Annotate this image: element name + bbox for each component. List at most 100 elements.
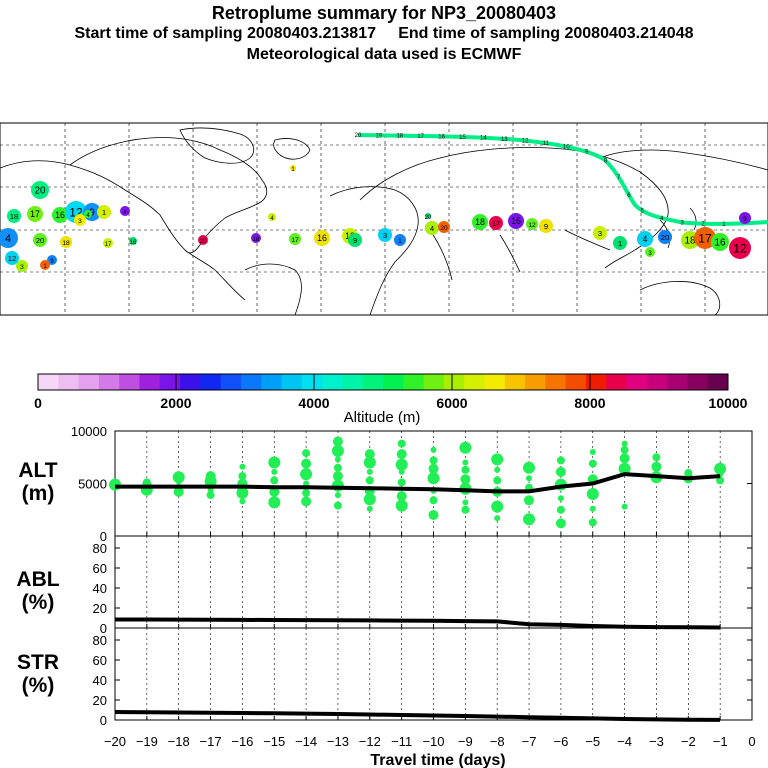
trajectory-day-labels: 20 19 18 17 16 15 14 13 12 11 10 9 8 7 6 5 4 3 2 1 — [355, 133, 727, 228]
alt-panel: ALT (m) 10000 5000 0 — [18, 424, 753, 544]
trajectory-day-label: 6 — [627, 193, 631, 199]
plume-cluster-label: 16 — [511, 216, 521, 226]
trajectory-path — [357, 133, 768, 226]
x-tick-label: −12 — [359, 734, 381, 749]
plume-cluster — [314, 230, 330, 246]
alt-cluster-point — [494, 466, 501, 473]
alt-cluster-point — [365, 476, 374, 485]
alt-cluster-point — [172, 471, 185, 484]
colorbar-swatch — [687, 374, 709, 390]
plume-cluster-label: 3 — [598, 229, 602, 238]
plume-cluster — [268, 213, 276, 221]
colorbar-tick-label: 4000 — [298, 395, 329, 411]
colorbar-tick-label: 6000 — [436, 395, 467, 411]
trajectory-day-label: 20 — [355, 133, 362, 139]
plume-cluster-label: 20 — [425, 215, 432, 221]
plume-cluster-label: 18 — [685, 236, 696, 247]
plume-cluster — [613, 236, 627, 250]
str-panel-label: STR — [17, 651, 59, 674]
coastlines — [0, 127, 768, 316]
sampling-times: Start time of sampling 20080403.213817 E… — [0, 25, 768, 43]
alt-cluster-point — [556, 456, 565, 465]
y-tick-label: 60 — [93, 561, 107, 576]
plume-cluster — [52, 207, 68, 223]
x-tick-label: −3 — [649, 734, 664, 749]
alt-cluster-point — [268, 456, 281, 469]
alt-cluster-point — [332, 471, 343, 482]
alt-cluster-point — [557, 495, 564, 502]
alt-cluster-point — [332, 436, 343, 447]
colorbar-swatch — [200, 374, 222, 390]
plume-cluster-label: 20 — [661, 233, 670, 242]
colorbar-swatch — [443, 374, 465, 390]
y-tick-label: 20 — [93, 601, 107, 616]
alt-cluster-point — [363, 456, 376, 469]
y-tick-label: 60 — [93, 653, 107, 668]
colorbar-swatch — [484, 374, 506, 390]
alt-cluster-point — [396, 491, 407, 502]
alt-cluster-point — [651, 461, 662, 472]
x-tick-label: −1 — [713, 734, 728, 749]
abl-panel-label: ABL — [16, 568, 59, 591]
chart-title: Retroplume summary for NP3_20080403 — [211, 3, 557, 23]
alt-cluster-point — [269, 486, 280, 497]
plume-clusters: 4201817161293142018171612931420181716129… — [0, 165, 751, 272]
x-tick-label: −20 — [104, 734, 126, 749]
x-tick-label: −14 — [295, 734, 317, 749]
trajectory-day-label: 5 — [641, 209, 645, 215]
abl-panel-unit: (%) — [22, 591, 55, 614]
plume-cluster — [472, 214, 488, 230]
alt-cluster-point — [491, 500, 504, 513]
plume-cluster-label: 20 — [200, 239, 207, 245]
alt-cluster-point — [366, 505, 373, 512]
end-time-label: End time of sampling 20080403.214048 — [398, 25, 694, 42]
alt-cluster-point — [460, 474, 471, 485]
trajectory-day-label: 19 — [376, 133, 383, 139]
trajectory-day-label: 18 — [396, 134, 403, 140]
plume-cluster-label: 4 — [270, 216, 274, 222]
alt-cluster-point — [619, 453, 630, 464]
colorbar-label: Altitude (m) — [344, 409, 421, 426]
alt-cluster-point — [395, 458, 408, 471]
colorbar-swatch — [220, 374, 242, 390]
plume-cluster — [539, 219, 553, 233]
colorbar-swatches — [38, 374, 729, 390]
plume-cluster-label: 1 — [398, 238, 402, 245]
alt-cluster-point — [271, 468, 278, 475]
plume-cluster-label: 20 — [440, 225, 448, 232]
alt-cluster-point — [555, 518, 566, 529]
plume-cluster — [84, 210, 92, 218]
alt-cluster-point — [268, 496, 281, 509]
alt-mean-line — [115, 472, 721, 494]
alt-cluster-point — [395, 499, 408, 512]
x-tick-label: −15 — [263, 734, 285, 749]
colorbar-swatch — [464, 374, 485, 390]
plume-cluster-label: 1 — [102, 208, 106, 217]
alt-cluster-point — [334, 492, 341, 499]
alt-cluster-point — [461, 465, 470, 474]
trajectory-day-label: 7 — [617, 175, 621, 181]
x-tick-labels: −20 −19 −18 −17 −16 −15 −14 −13 −12 −11 −10 −9 −8 −7−… — [104, 734, 756, 749]
alt-cluster-point — [714, 462, 727, 475]
trajectory-day-label: 16 — [438, 134, 445, 140]
plume-cluster-label: 4 — [643, 234, 648, 244]
plume-cluster — [47, 255, 57, 265]
alt-cluster-point — [586, 488, 599, 500]
y-tick-label: 0 — [100, 529, 107, 544]
trajectory-day-label: 2 — [701, 222, 705, 228]
plume-cluster — [5, 251, 19, 265]
alt-cluster-point — [238, 472, 247, 481]
plume-cluster — [97, 205, 111, 219]
colorbar-swatch — [403, 374, 425, 390]
alt-cluster-point — [142, 478, 151, 487]
alt-cluster-point — [333, 501, 342, 510]
plume-cluster — [120, 206, 130, 216]
alt-cluster-point — [429, 456, 438, 465]
str-grid — [114, 628, 753, 720]
y-tick-label: 0 — [100, 713, 107, 728]
y-tick-label: 10000 — [71, 424, 107, 439]
plume-cluster — [31, 181, 49, 199]
alt-cluster-point — [430, 446, 437, 453]
alt-cluster-point — [302, 488, 311, 497]
plume-cluster-label: 3 — [78, 218, 82, 225]
